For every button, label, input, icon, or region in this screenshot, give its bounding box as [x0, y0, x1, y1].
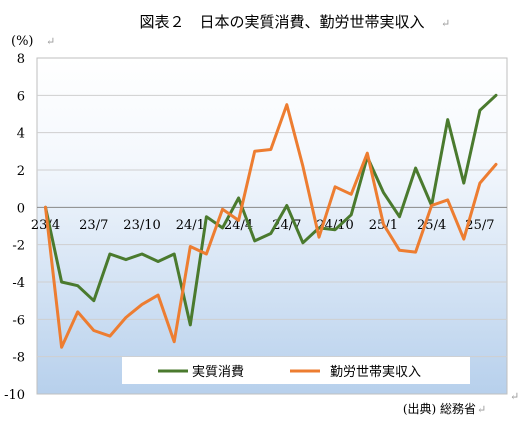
x-tick-label: 23/10	[123, 218, 160, 233]
y-tick-label: -2	[12, 239, 25, 254]
series-lines	[44, 93, 498, 349]
x-tick-labels: 23/4 23/7 23/10 24/1 24/4 24/7 24/10 25/1 25/4 25…	[31, 218, 495, 233]
plot-area	[36, 57, 508, 395]
x-tick-label: 24/4	[224, 218, 253, 233]
series-line-0	[44, 93, 498, 327]
y-tick-label: 2	[17, 164, 25, 179]
legend: 実質消費 勤労世帯実収入	[122, 357, 470, 384]
grid-lines	[37, 94, 507, 358]
series-line-1	[44, 103, 498, 349]
y-tick-label: 0	[17, 201, 25, 216]
y-axis-label: (%)	[11, 34, 34, 49]
title-return-mark: ↵	[441, 17, 450, 30]
y-tick-label: -6	[12, 313, 25, 328]
corner-return-mark: ↵	[510, 390, 519, 403]
y-tick-label: -8	[12, 351, 25, 366]
y-tick-label: 8	[17, 52, 25, 67]
source-return-mark: ↵	[477, 403, 486, 416]
ylabel-return-mark: ↵	[46, 35, 55, 48]
source-note: (出典) 総務省	[403, 402, 476, 416]
chart-title: 図表２ 日本の実質消費、勤労世帯実収入	[139, 13, 424, 31]
y-tick-label: 4	[17, 127, 25, 142]
legend-label-kinro-setai: 勤労世帯実収入	[330, 364, 421, 380]
x-tick-label: 23/7	[79, 218, 108, 233]
y-tick-labels: 8 6 4 2 0 -2 -4 -6 -8 -10	[4, 52, 25, 403]
y-tick-label: 6	[17, 89, 25, 104]
x-tick-label: 24/1	[176, 218, 205, 233]
x-tick-label: 25/7	[465, 218, 494, 233]
legend-label-jisshitsu-shohi: 実質消費	[192, 364, 244, 380]
y-tick-label: -10	[4, 388, 25, 403]
y-tick-label: -4	[12, 276, 25, 291]
x-tick-label: 23/4	[31, 218, 60, 233]
